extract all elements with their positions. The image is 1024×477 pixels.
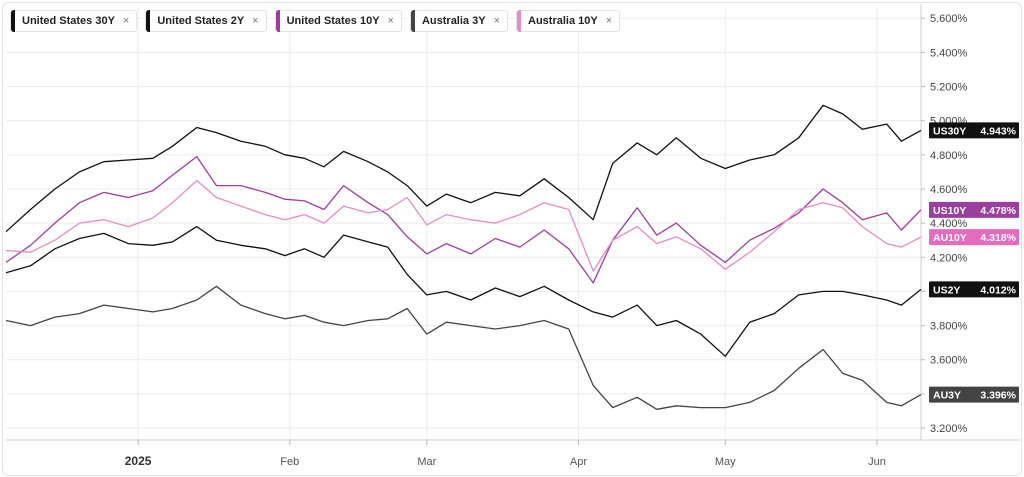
x-tick-label: 2025 [125, 454, 152, 468]
y-tick-label: 4.200% [930, 252, 968, 264]
y-axis-ticks: 3.200%3.400%3.600%3.800%4.000%4.200%4.40… [921, 13, 968, 435]
y-tick-label: 3.800% [930, 321, 968, 333]
tag-symbol: AU3Y [933, 390, 961, 402]
close-icon[interactable]: × [122, 15, 130, 27]
series-line [5, 225, 922, 357]
legend-chip[interactable]: United States 10Y × [274, 10, 402, 32]
y-tick-label: 3.600% [930, 355, 968, 367]
legend-chip[interactable]: Australia 10Y × [516, 10, 621, 32]
legend-swatch [410, 10, 415, 32]
y-tick-label: 5.400% [930, 47, 968, 59]
tag-background [929, 122, 1019, 139]
series-line [5, 155, 922, 284]
tag-symbol: AU10Y [933, 232, 967, 244]
tag-background [929, 281, 1019, 298]
legend-swatch [517, 10, 521, 32]
legend-label: United States 10Y [286, 15, 380, 27]
close-icon[interactable]: × [387, 15, 394, 27]
y-tick-label: 4.600% [930, 184, 968, 196]
y-tick-label: 4.800% [930, 150, 968, 162]
legend: United States 30Y × United States 2Y × Unite… [10, 10, 621, 32]
legend-label: Australia 3Y [421, 15, 486, 27]
x-tick-label: Feb [280, 456, 299, 468]
series-lines [5, 104, 922, 410]
x-tick-label: Mar [417, 456, 436, 468]
legend-chip[interactable]: United States 2Y × [145, 10, 267, 32]
tag-value: 4.012% [980, 284, 1016, 296]
tag-symbol: US2Y [933, 284, 960, 296]
legend-label: United States 30Y [22, 15, 115, 27]
y-tick-label: 5.200% [930, 82, 968, 94]
tag-background [929, 386, 1019, 403]
tag-background [929, 229, 1019, 246]
legend-swatch [146, 10, 151, 32]
tag-background [929, 201, 1019, 218]
legend-label: Australia 10Y [528, 15, 598, 27]
x-tick-label: Apr [570, 456, 587, 468]
last-value-tag: US10Y 4.478% [929, 201, 1019, 218]
close-icon[interactable]: × [605, 15, 613, 27]
series-line [5, 285, 922, 410]
close-icon[interactable]: × [493, 15, 500, 27]
series-line [5, 179, 922, 272]
y-tick-label: 4.400% [930, 218, 968, 230]
last-value-tag: AU3Y 3.396% [929, 386, 1019, 403]
tag-symbol: US10Y [933, 205, 966, 217]
legend-swatch [11, 10, 15, 32]
x-tick-label: May [715, 456, 736, 468]
legend-chip[interactable]: United States 30Y × [10, 10, 138, 32]
tag-value: 4.478% [980, 205, 1016, 217]
tag-value: 4.318% [980, 232, 1016, 244]
tag-symbol: US30Y [933, 125, 966, 137]
grid-lines [6, 8, 921, 440]
legend-chip[interactable]: Australia 3Y × [409, 10, 508, 32]
tag-value: 4.943% [980, 125, 1016, 137]
legend-swatch [275, 10, 280, 32]
tag-value: 3.396% [980, 390, 1016, 402]
series-line [5, 104, 922, 233]
y-tick-label: 5.600% [930, 13, 968, 25]
last-value-tag: US30Y 4.943% [929, 122, 1019, 139]
last-value-tags: US30Y 4.943% US10Y 4.478% AU10Y 4.318% US2Y 4.0… [929, 122, 1019, 403]
close-icon[interactable]: × [252, 15, 259, 27]
y-tick-label: 3.200% [930, 423, 968, 435]
last-value-tag: AU10Y 4.318% [929, 229, 1019, 246]
legend-label: United States 2Y [157, 15, 245, 27]
last-value-tag: US2Y 4.012% [929, 281, 1019, 298]
x-tick-label: Jun [868, 456, 886, 468]
x-axis-ticks: 2025 Feb Mar Apr May Jun [125, 440, 886, 468]
